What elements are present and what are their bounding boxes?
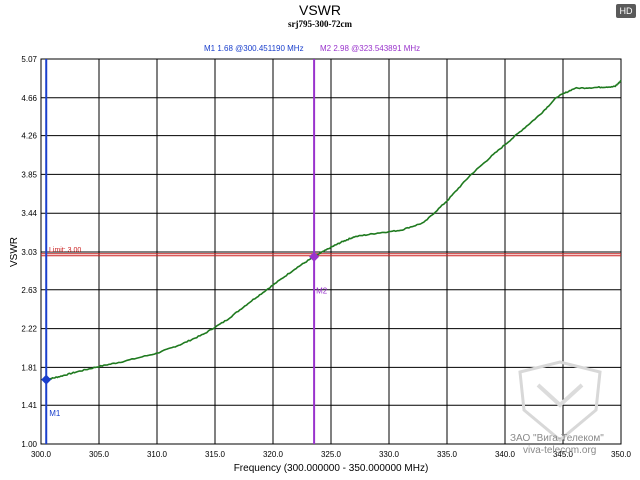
watermark-site: viva-telecom.org bbox=[523, 445, 597, 456]
marker-m2-readout: M2 2.98 @323.543891 MHz bbox=[320, 44, 420, 53]
x-tick-label: 345.0 bbox=[553, 450, 574, 459]
y-tick-label: 3.85 bbox=[21, 170, 37, 179]
y-tick-label: 5.07 bbox=[21, 55, 37, 64]
watermark-company: ЗАО "Вига-Телеком" bbox=[510, 433, 604, 444]
y-tick-label: 1.00 bbox=[21, 440, 37, 449]
watermark-shield-icon bbox=[518, 360, 602, 442]
y-tick-label: 4.26 bbox=[21, 132, 37, 141]
chart-subtitle: srj795-300-72cm bbox=[288, 19, 352, 29]
x-tick-label: 350.0 bbox=[611, 450, 632, 459]
x-tick-label: 325.0 bbox=[321, 450, 342, 459]
x-axis-label: Frequency (300.000000 - 350.000000 MHz) bbox=[234, 463, 429, 474]
marker-m2-diamond bbox=[309, 251, 320, 262]
hd-badge[interactable]: HD bbox=[616, 4, 636, 18]
limit-label: Limit: 3.00 bbox=[49, 247, 81, 254]
marker-m2-label: M2 bbox=[316, 287, 328, 296]
x-tick-label: 340.0 bbox=[495, 450, 516, 459]
marker-m1-readout: M1 1.68 @300.451190 MHz bbox=[204, 44, 304, 53]
y-tick-label: 2.63 bbox=[21, 286, 37, 295]
y-tick-label: 2.22 bbox=[21, 325, 37, 334]
x-tick-label: 310.0 bbox=[147, 450, 168, 459]
y-tick-label: 3.44 bbox=[21, 209, 37, 218]
marker-m1-label: M1 bbox=[49, 409, 61, 418]
x-tick-label: 320.0 bbox=[263, 450, 284, 459]
x-tick-label: 300.0 bbox=[31, 450, 52, 459]
vswr-series-line bbox=[45, 79, 622, 381]
x-tick-label: 305.0 bbox=[89, 450, 110, 459]
y-tick-label: 3.03 bbox=[21, 248, 37, 257]
y-tick-label: 4.66 bbox=[21, 94, 37, 103]
marker-m1-diamond bbox=[41, 374, 52, 385]
chart-title: VSWR bbox=[299, 2, 341, 18]
y-axis-label: VSWR bbox=[9, 237, 20, 267]
watermark-chevron-icon bbox=[536, 383, 584, 408]
x-tick-label: 330.0 bbox=[379, 450, 400, 459]
y-tick-label: 1.81 bbox=[21, 363, 37, 372]
x-tick-label: 315.0 bbox=[205, 450, 226, 459]
x-tick-label: 335.0 bbox=[437, 450, 458, 459]
y-tick-label: 1.41 bbox=[21, 401, 37, 410]
